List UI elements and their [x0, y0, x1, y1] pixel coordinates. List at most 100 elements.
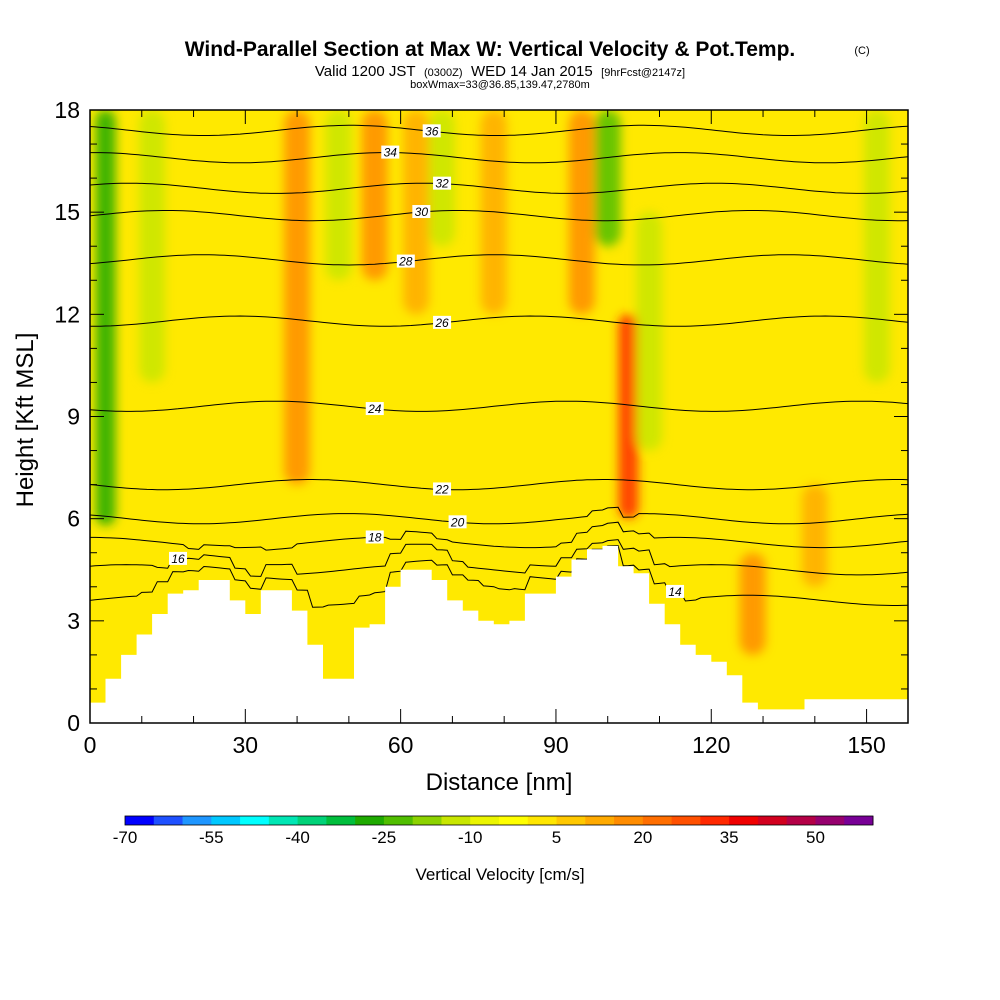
colorbar-tick-label: -40	[285, 828, 310, 847]
contour-label-bg-16	[169, 551, 188, 565]
forecast-info: [9hrFcst@2147z]	[601, 67, 685, 79]
theta-contours	[90, 124, 908, 608]
colorbar-swatch	[240, 816, 270, 825]
colorbar-swatch	[297, 816, 327, 825]
x-tick-label: 30	[233, 732, 259, 758]
theta-contour-30	[90, 210, 908, 222]
colorbar-swatch	[153, 816, 184, 825]
velocity-feature-8	[568, 110, 595, 315]
colorbar-swatch	[211, 816, 241, 825]
colorbar-tick-label: -55	[199, 828, 224, 847]
colorbar-swatch	[383, 816, 414, 825]
colorbar-swatch	[556, 816, 586, 825]
contour-label-bg-20	[448, 515, 467, 529]
y-tick-label: 6	[67, 506, 80, 532]
x-tick-label: 120	[692, 732, 730, 758]
velocity-feature-1	[139, 110, 166, 383]
theta-contour-20	[90, 506, 908, 525]
theta-contour-24	[90, 400, 908, 412]
contour-label-bg-28	[396, 254, 415, 268]
colorbar-swatch	[614, 816, 644, 825]
contour-label-22: 22	[434, 482, 449, 496]
contour-label-28: 28	[398, 255, 413, 269]
valid-date: WED 14 Jan 2015	[471, 63, 593, 80]
theta-contour-32	[90, 182, 908, 194]
box-max-info: boxWmax=33@36.85,139.47,2780m	[410, 79, 590, 91]
colorbar-tick-label: 20	[633, 828, 652, 847]
contour-label-bg-32	[433, 176, 452, 190]
contour-label-bg-22	[433, 482, 452, 496]
colorbar-swatch	[527, 816, 558, 825]
colorbar-swatch	[268, 816, 299, 825]
theta-contour-22	[90, 479, 908, 491]
contour-label-36: 36	[425, 124, 439, 138]
velocity-feature-13	[801, 484, 828, 587]
contour-label-26: 26	[434, 316, 449, 330]
theta-contour-26	[90, 315, 908, 327]
colorbar-title: Vertical Velocity [cm/s]	[415, 865, 584, 884]
contour-label-20: 20	[450, 515, 465, 529]
velocity-feature-3	[325, 110, 352, 281]
colorbar: -70 -55 -40 -25 -10 5 20 35 50	[113, 815, 874, 847]
contour-label-bg-34	[381, 145, 400, 159]
colorbar-swatch	[412, 816, 442, 825]
theta-contour-labels: 14 16 18 20 22 24 26 28 30 32 34 36	[169, 124, 685, 599]
colorbar-swatch	[671, 816, 701, 825]
copyright-mark: (C)	[854, 45, 869, 57]
valid-time-line: Valid 1200 JST (0300Z) WED 14 Jan 2015 […	[315, 63, 685, 80]
contour-label-bg-36	[422, 124, 441, 138]
velocity-feature-4	[361, 110, 388, 281]
colorbar-swatch	[786, 816, 816, 825]
colorbar-tick-label: -70	[113, 828, 138, 847]
velocity-feature-11	[636, 212, 663, 451]
colorbar-swatch	[499, 816, 529, 825]
colorbar-swatch	[729, 816, 759, 825]
x-axis-ticks: 0 30 60 90 120 150	[84, 110, 886, 758]
velocity-feature-10	[618, 314, 639, 519]
colorbar-swatch	[844, 816, 874, 825]
contour-label-bg-30	[412, 205, 431, 219]
velocity-feature-2	[284, 110, 311, 485]
y-tick-label: 3	[67, 608, 80, 634]
colorbar-swatch	[470, 816, 500, 825]
y-tick-label: 12	[54, 301, 80, 327]
y-tick-label: 18	[54, 97, 80, 123]
colorbar-swatch	[585, 816, 615, 825]
contour-label-24: 24	[367, 402, 382, 416]
plot-area: 14 16 18 20 22 24 26 28 30 32 34 36	[90, 110, 908, 723]
colorbar-tick-label: -10	[458, 828, 483, 847]
colorbar-swatch	[700, 816, 730, 825]
contour-label-bg-24	[365, 402, 384, 416]
theta-contour-16	[90, 539, 908, 577]
y-tick-label: 0	[67, 710, 80, 736]
contour-label-18: 18	[368, 530, 382, 544]
y-axis-label: Height [Kft MSL]	[12, 333, 39, 508]
velocity-feature-9	[594, 110, 621, 247]
x-tick-label: 150	[847, 732, 885, 758]
colorbar-swatch	[441, 816, 471, 825]
x-tick-label: 0	[84, 732, 97, 758]
x-tick-label: 60	[388, 732, 414, 758]
contour-label-bg-14	[666, 584, 685, 598]
colorbar-swatch	[326, 816, 356, 825]
colorbar-tick-label: 5	[552, 828, 561, 847]
contour-label-bg-26	[433, 315, 452, 329]
valid-prefix: Valid 1200 JST	[315, 63, 416, 80]
colorbar-tick-label: 35	[720, 828, 739, 847]
contour-label-30: 30	[415, 205, 429, 219]
theta-contour-28	[90, 254, 908, 266]
colorbar-swatch	[642, 816, 673, 825]
colorbar-tick-label: -25	[372, 828, 397, 847]
terrain-mask	[90, 545, 908, 723]
contour-label-14: 14	[668, 585, 682, 599]
colorbar-tick-label: 50	[806, 828, 825, 847]
x-axis-label: Distance [nm]	[426, 769, 573, 796]
theta-contour-18	[90, 521, 908, 551]
chart-title: Wind-Parallel Section at Max W: Vertical…	[185, 38, 796, 61]
velocity-feature-14	[863, 110, 890, 383]
theta-contour-34	[90, 152, 908, 164]
valid-utc: (0300Z)	[424, 67, 463, 79]
colorbar-swatch	[815, 816, 845, 825]
